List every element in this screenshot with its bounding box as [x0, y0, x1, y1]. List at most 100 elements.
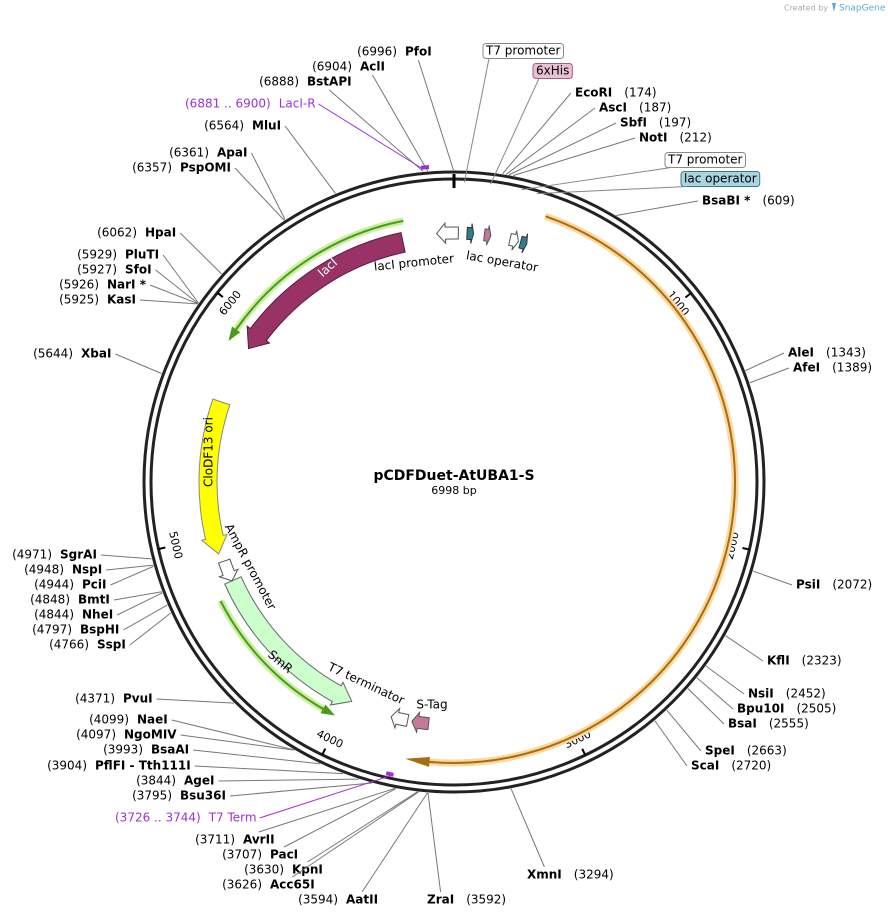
site-position: (2663): [747, 744, 787, 758]
feature-box-label: 6xHis: [536, 64, 569, 78]
feature-box: [482, 43, 564, 59]
site-position: (3711): [195, 833, 235, 847]
site-leader: [162, 254, 199, 304]
site-position: (3630): [244, 863, 284, 877]
site-leader: [654, 720, 688, 767]
site-leader: [508, 122, 617, 176]
feature-6xhis: [483, 225, 492, 246]
site-position: (6361): [169, 146, 209, 160]
site-leader: [372, 74, 429, 172]
feature-line: [219, 600, 324, 710]
leader-line: [463, 58, 490, 183]
site-leader: [218, 778, 359, 782]
feature-arrowhead: [405, 756, 435, 767]
site-position: (4844): [34, 608, 74, 622]
tick-mark: [216, 291, 224, 298]
site-name: NarI *: [107, 278, 147, 292]
site-leader: [149, 284, 199, 305]
site-position: (2505): [796, 702, 836, 716]
plasmid-length: 6998 bp: [431, 484, 476, 497]
site-leader: [696, 677, 734, 710]
feature-lacI: [246, 231, 406, 350]
site-position: (3626): [222, 878, 262, 892]
primer-leader: [318, 103, 422, 169]
site-leader: [193, 749, 321, 765]
site-leader: [116, 592, 163, 616]
site-name: NaeI: [137, 713, 168, 727]
site-name: NgoMIV: [124, 728, 177, 742]
site-position: (3294): [574, 868, 614, 882]
primer-range: (6881 .. 6900): [185, 97, 271, 111]
feature-ampr-promoter: [217, 558, 240, 582]
site-position: (3592): [466, 893, 506, 907]
feature-lacI-promoter: [435, 221, 459, 245]
site-position: (1389): [832, 361, 872, 375]
site-name: NheI: [82, 608, 113, 622]
site-position: (2072): [832, 578, 872, 592]
feature-smr: [224, 576, 353, 706]
site-position: (5927): [77, 263, 117, 277]
site-name: KflI: [767, 654, 790, 668]
site-leader: [512, 137, 636, 177]
site-name: ZraI: [427, 893, 454, 907]
site-name: AscI: [599, 101, 627, 115]
site-name: BmtI: [78, 593, 110, 607]
site-name: AfeI: [793, 361, 820, 375]
feature-lac-operator: [518, 233, 529, 254]
site-name: NsiI: [748, 687, 774, 701]
site-leader: [283, 788, 397, 848]
site-position: (197): [659, 116, 691, 130]
site-name: PvuI: [123, 692, 153, 706]
site-leader: [251, 152, 286, 220]
site-position: (3795): [132, 789, 172, 803]
site-leader: [234, 167, 285, 221]
site-name: Bsu36I: [180, 789, 226, 803]
site-position: (6357): [132, 161, 172, 175]
site-name: AvrII: [243, 833, 275, 847]
site-leader: [229, 782, 373, 797]
site-position: (4944): [34, 578, 74, 592]
feature-ori: [198, 398, 231, 555]
site-name: Bpu10I: [737, 702, 784, 716]
site-name: Acc65I: [270, 878, 315, 892]
site-position: (5929): [77, 248, 117, 262]
tick-mark: [684, 292, 692, 299]
site-name: KasI: [107, 293, 136, 307]
site-leader: [171, 719, 295, 751]
feature-s-tag: [411, 710, 430, 735]
site-leader: [328, 89, 424, 172]
site-position: (187): [639, 101, 671, 115]
tick-mark: [742, 547, 750, 551]
site-position: (4948): [24, 563, 64, 577]
feature-box: [532, 63, 573, 79]
leader-line: [490, 78, 540, 185]
brand: SnapGene: [839, 4, 886, 14]
site-position: (3594): [298, 893, 338, 907]
tick-mark: [581, 748, 587, 756]
feature-label: S-Tag: [416, 698, 447, 712]
site-position: (212): [680, 131, 712, 145]
site-leader: [616, 200, 699, 216]
feature-box-label: lac operator: [684, 172, 757, 186]
site-name: BsaBI *: [702, 194, 751, 208]
site-position: (5926): [59, 278, 99, 292]
site-position: (2555): [769, 717, 809, 731]
site-leader: [307, 791, 418, 863]
site-name: SbfI: [620, 116, 647, 130]
site-leader: [417, 59, 454, 171]
site-position: (2452): [786, 687, 826, 701]
site-name: PflFI - Tth111I: [95, 759, 191, 773]
site-name: AatII: [346, 893, 378, 907]
site-position: (4766): [49, 638, 89, 652]
site-name: HpaI: [145, 226, 176, 240]
primer-name: LacI-R: [279, 97, 316, 111]
site-name: BspHI: [80, 623, 119, 637]
primer-mark: [385, 771, 394, 777]
feature-label: CloDF13 ori: [202, 417, 216, 487]
leader-line: [536, 186, 688, 195]
feature-arrowhead: [228, 325, 241, 342]
site-position: (609): [762, 194, 794, 208]
site-leader: [725, 635, 764, 662]
leader-line: [521, 167, 672, 191]
site-leader: [510, 788, 545, 868]
